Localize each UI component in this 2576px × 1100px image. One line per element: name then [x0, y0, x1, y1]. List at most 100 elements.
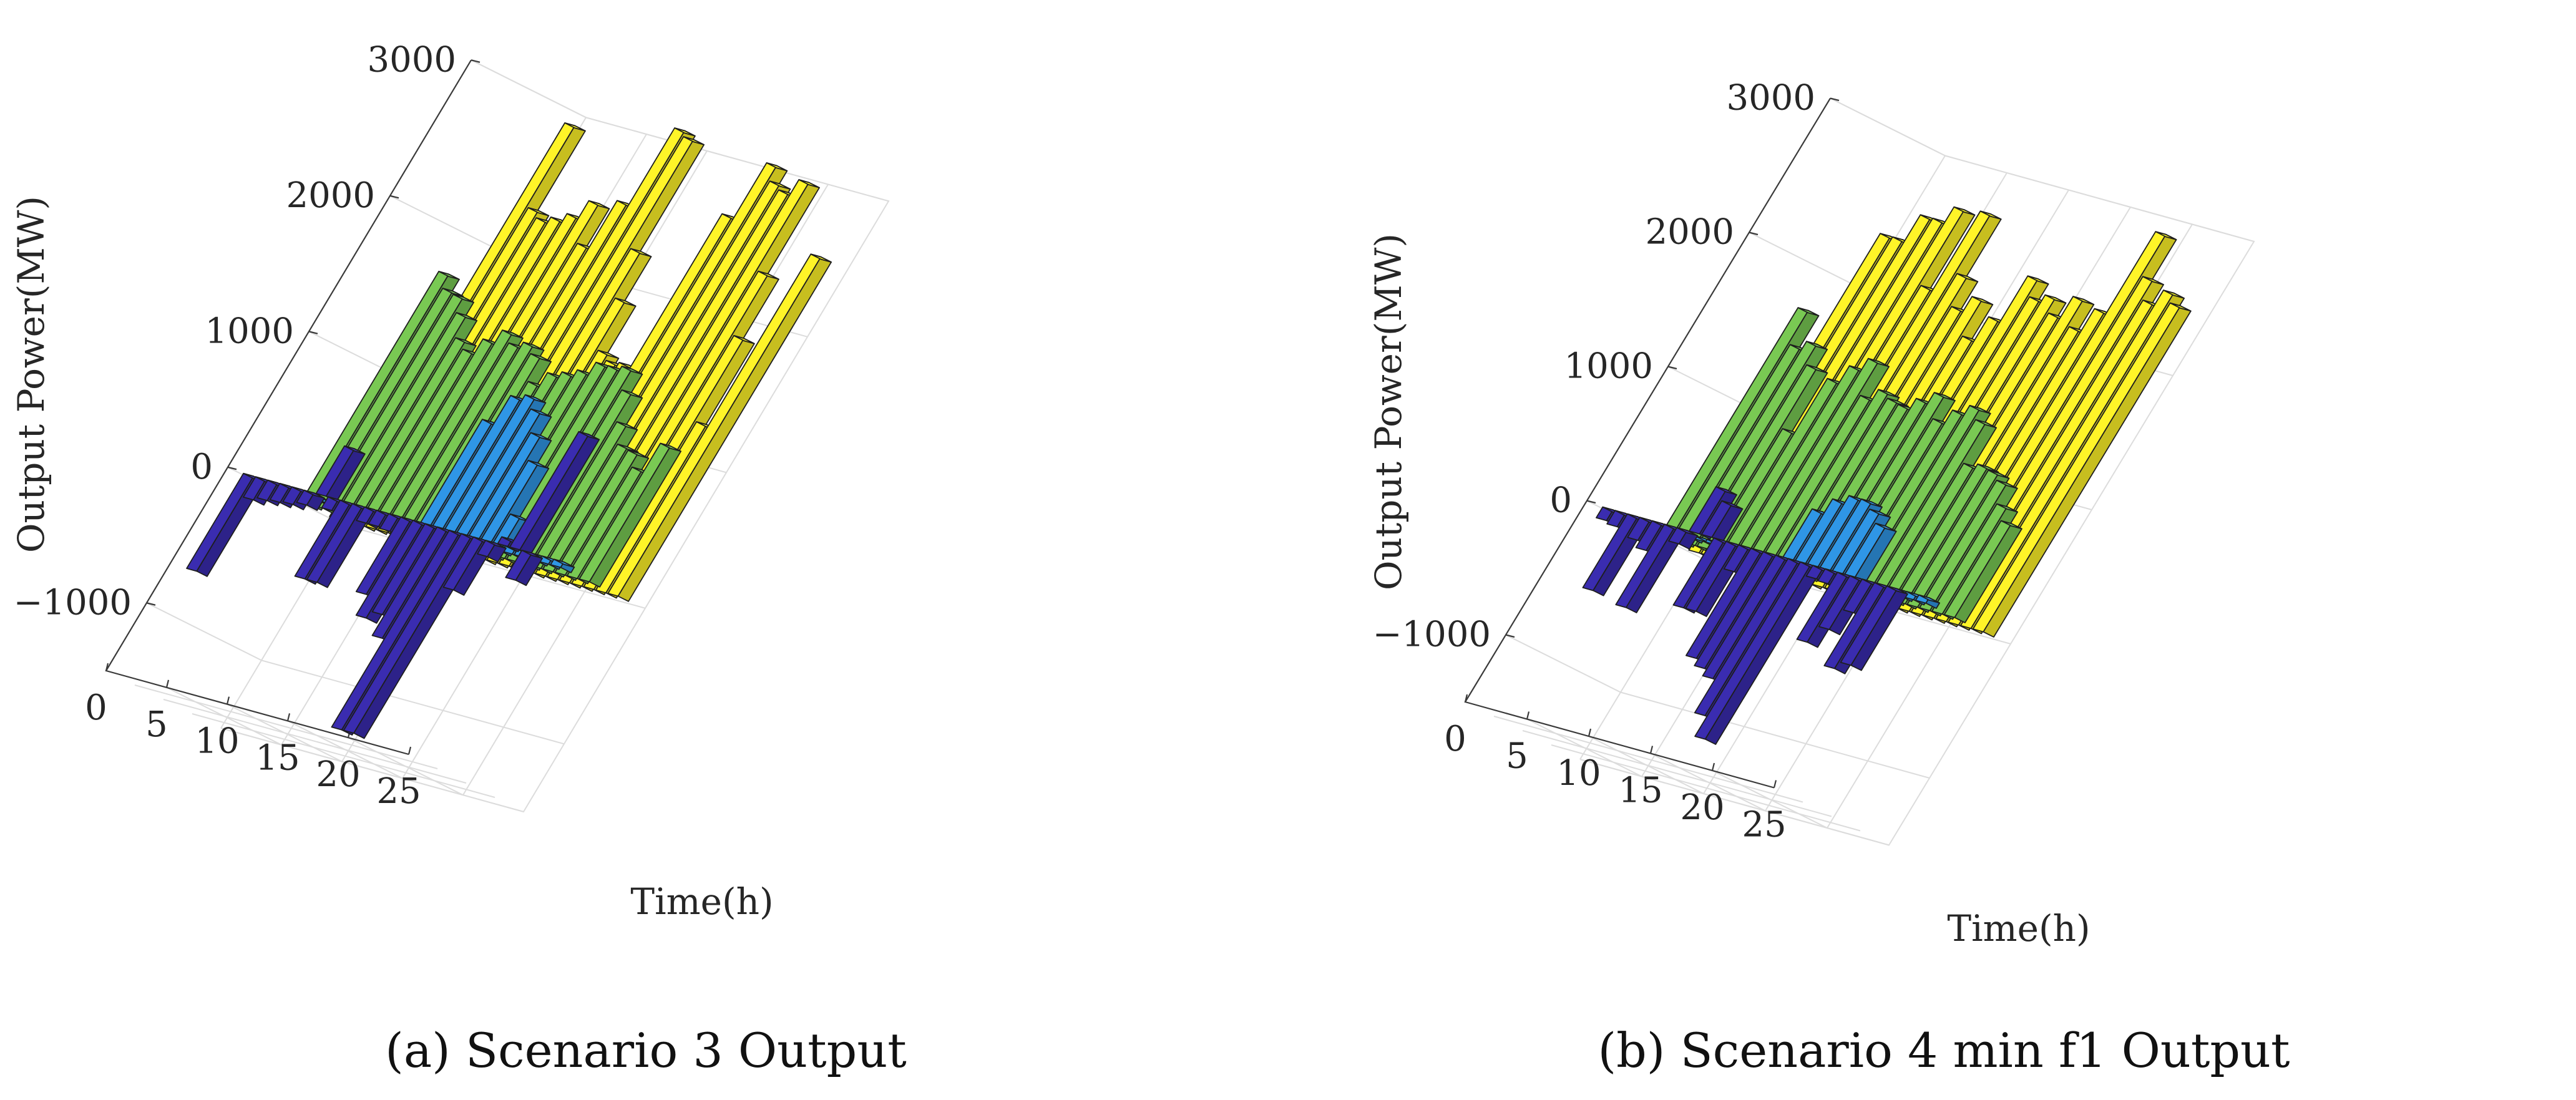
- x-tick-label: 25: [376, 771, 421, 812]
- y-tick-mark: [1749, 231, 1759, 236]
- bar-top-face: [1953, 206, 1976, 216]
- bar-top-face: [1974, 419, 1998, 429]
- y-tick-label: 3000: [1726, 78, 1815, 119]
- floor-line: [1493, 716, 1803, 803]
- y-tick-label: 0: [1549, 480, 1572, 521]
- bar-top-face: [530, 432, 552, 442]
- bar-top-face: [303, 489, 325, 499]
- x-tick-label: 25: [1742, 805, 1786, 845]
- y-tick-mark: [1586, 500, 1596, 504]
- x-tick-mark: [1464, 694, 1468, 703]
- bar-top-face: [438, 271, 460, 280]
- bar-top-face: [1996, 479, 2018, 489]
- x-tick-label: 20: [316, 754, 360, 795]
- y-axis-label: Output Power(MW): [1367, 233, 1410, 590]
- bar: [1840, 522, 1897, 588]
- bar-top-face: [522, 341, 545, 351]
- bar-top-face: [344, 445, 366, 455]
- bar-top-face: [1797, 307, 1820, 316]
- bar: [505, 550, 543, 587]
- bar-top-face: [2072, 296, 2095, 305]
- floor-line: [1579, 759, 1890, 846]
- bar-top-face: [1878, 389, 1900, 399]
- y-gridline: [146, 602, 565, 745]
- bar-top-face: [1886, 585, 1908, 595]
- y-tick-mark: [471, 59, 481, 63]
- bar: [1840, 585, 1908, 671]
- bar-top-face: [1971, 296, 1994, 306]
- bar-top-face: [588, 200, 610, 210]
- x-tick-mark: [286, 713, 291, 721]
- bar-top-face: [674, 127, 696, 137]
- bar-top-face: [2155, 231, 2177, 241]
- bar-top-face: [1805, 341, 1828, 350]
- x-tick-mark: [226, 696, 230, 704]
- bar-top-face: [1918, 594, 1941, 604]
- bar-top-face: [1933, 392, 1956, 401]
- x-tick-mark: [1526, 711, 1530, 719]
- y-tick-label: 1000: [205, 311, 294, 351]
- y-tick-label: −1000: [1373, 615, 1491, 655]
- y-tick-label: 2000: [1645, 212, 1734, 253]
- bar-top-face: [442, 288, 464, 297]
- bar-top-face: [521, 550, 543, 559]
- floor-line: [163, 699, 467, 784]
- bar-top-face: [1715, 486, 1737, 495]
- y-gridline: [471, 59, 889, 202]
- bar: [296, 489, 325, 511]
- bar-top-face: [456, 312, 478, 321]
- y-axis-label: Output Power(MW): [10, 196, 52, 553]
- x-tick-label: 15: [1618, 771, 1662, 811]
- bar-top-face: [1875, 522, 1897, 532]
- bar-top-face: [1996, 503, 2019, 513]
- y-tick-label: 0: [190, 447, 213, 487]
- bar: [1943, 520, 2022, 623]
- panel-caption: (b) Scenario 4 min f1 Output: [1598, 1023, 2290, 1078]
- bar-top-face: [530, 353, 552, 363]
- bar-top-face: [553, 558, 575, 568]
- bar-top-face: [1806, 364, 1828, 374]
- bar-top-face: [1867, 358, 1890, 367]
- x-tick-mark: [165, 679, 170, 688]
- bar: [607, 253, 832, 602]
- y-tick-mark: [1830, 97, 1840, 102]
- bar-top-face: [527, 460, 550, 469]
- bar-top-face: [1969, 405, 1991, 414]
- bar-top-face: [810, 253, 832, 263]
- y-tick-label: 1000: [1564, 346, 1653, 387]
- x-tick-label: 10: [195, 721, 239, 762]
- bar: [1668, 527, 1699, 550]
- bar: [509, 431, 600, 556]
- bar-top-face: [597, 349, 620, 359]
- bar-top-face: [578, 431, 600, 440]
- y-gridline: [1830, 97, 2255, 242]
- bar-top-face: [2044, 294, 2067, 304]
- bar-top-face: [733, 335, 755, 344]
- bar-top-face: [502, 329, 524, 339]
- bar-top-face: [2169, 302, 2192, 312]
- bar-top-face: [798, 179, 820, 188]
- x-tick-mark: [407, 746, 412, 755]
- bar-top-face: [766, 162, 788, 172]
- bar-top-face: [1676, 527, 1699, 537]
- y-tick-mark: [389, 195, 399, 199]
- bars-layer: [186, 122, 832, 739]
- bar-top-face: [1860, 498, 1883, 508]
- floor-line: [1551, 744, 1861, 832]
- y-tick-mark: [1505, 634, 1515, 638]
- bar: [550, 558, 575, 573]
- x-axis-label: Time(h): [1947, 907, 2090, 950]
- bar-top-face: [527, 207, 550, 217]
- x-axis-label: Time(h): [630, 880, 773, 923]
- bar-top-face: [452, 293, 474, 303]
- x-tick-label: 5: [145, 704, 168, 745]
- bar-top-face: [1988, 469, 2010, 479]
- bar-top-face: [455, 337, 477, 346]
- bars-layer: [1582, 206, 2192, 745]
- y-tick-label: −1000: [14, 582, 132, 623]
